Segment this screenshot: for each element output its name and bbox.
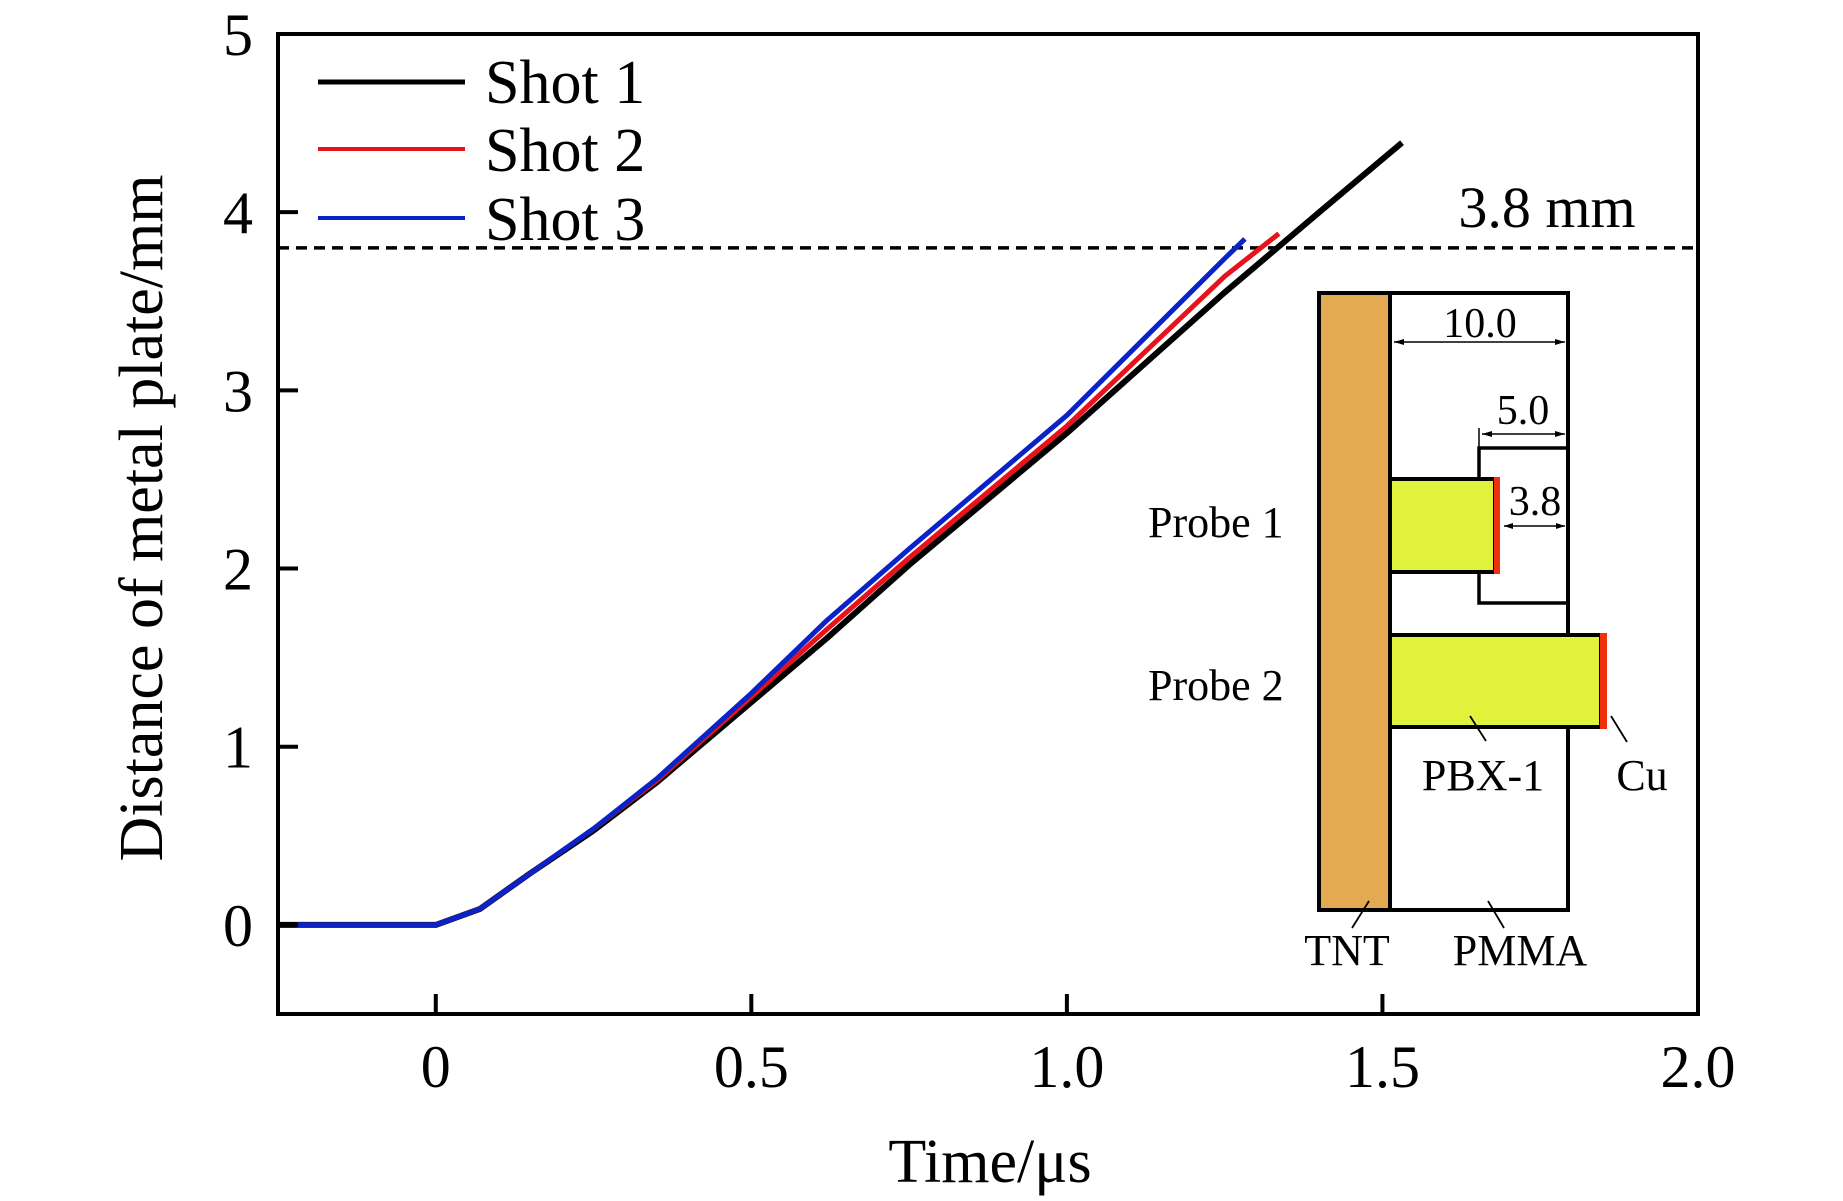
svg-text:3.8: 3.8 [1509, 479, 1562, 525]
x-tick-label: 2.0 [1661, 1034, 1736, 1100]
y-tick-label: 4 [223, 180, 253, 246]
inset-probe2-pbx [1388, 633, 1603, 729]
inset-label-cu: Cu [1616, 751, 1667, 800]
legend: Shot 1 Shot 2 Shot 3 [318, 49, 645, 254]
y-axis-title: Distance of metal plate/mm [108, 175, 176, 862]
x-axis-title: Time/μs [888, 1128, 1091, 1196]
dimension-3-8: 3.8 [1504, 479, 1565, 529]
y-tick-label: 1 [223, 715, 253, 781]
leader-tnt [1351, 900, 1370, 929]
x-tick-label: 0.5 [714, 1034, 789, 1100]
inset-probe2-cu [1600, 633, 1607, 729]
inset-label-pbx: PBX-1 [1422, 751, 1544, 800]
leader-pmma [1487, 900, 1505, 929]
x-tick-label: 1.5 [1345, 1034, 1420, 1100]
inset-label-tnt: TNT [1304, 926, 1390, 975]
legend-label-shot-3: Shot 3 [485, 186, 645, 254]
series-line-shot-3 [296, 237, 1247, 928]
y-tick-label: 3 [223, 358, 253, 424]
x-tick-label: 0 [421, 1034, 451, 1100]
reference-line-label: 3.8 mm [1458, 175, 1635, 240]
leader-cu [1610, 715, 1628, 743]
leader-pbx [1469, 715, 1487, 742]
inset-probe1-cu [1494, 477, 1500, 574]
legend-label-shot-2: Shot 2 [485, 117, 645, 185]
y-tick-label: 0 [223, 893, 253, 959]
plot-frame [276, 32, 1700, 1016]
inset-schematic: 10.0 5.0 3.8 Probe 1 Probe 2 PBX-1 Cu TN… [1148, 291, 1668, 975]
series-line-shot-2 [296, 231, 1281, 928]
y-tick-label: 2 [223, 537, 253, 603]
plot-area: 0 0.5 1.0 1.5 2.0 0 1 2 3 4 5 [223, 2, 1736, 1100]
dimension-5: 5.0 [1478, 388, 1565, 448]
inset-probe1-cavity-lower [1477, 572, 1568, 605]
inset-label-probe-1: Probe 1 [1148, 498, 1284, 547]
dimension-10: 10.0 [1394, 301, 1565, 347]
inset-tnt-block [1317, 291, 1392, 912]
legend-label-shot-1: Shot 1 [485, 49, 645, 117]
inset-probe1-pbx [1388, 477, 1497, 574]
svg-text:10.0: 10.0 [1443, 301, 1517, 347]
inset-label-probe-2: Probe 2 [1148, 661, 1284, 710]
inset-label-pmma: PMMA [1453, 926, 1588, 975]
svg-text:5.0: 5.0 [1497, 388, 1550, 434]
y-tick-label: 5 [223, 2, 253, 68]
x-tick-label: 1.0 [1029, 1034, 1104, 1100]
